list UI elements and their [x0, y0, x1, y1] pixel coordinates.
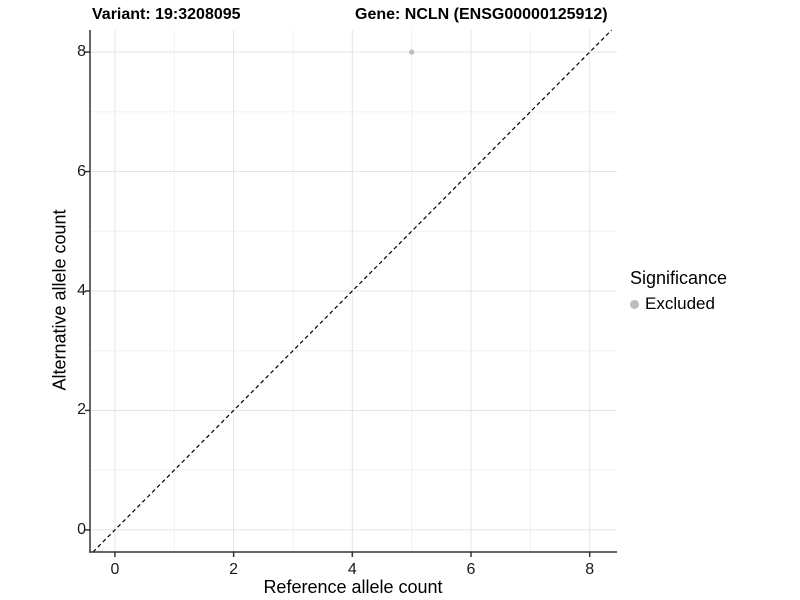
legend-point-icon [630, 299, 639, 309]
y-tick-label: 2 [77, 401, 86, 419]
legend-item-label: Excluded [645, 294, 715, 313]
y-axis-title: Alternative allele count [49, 209, 70, 391]
y-tick-label: 0 [77, 520, 86, 538]
data-point [409, 49, 415, 55]
legend-title: Significance [630, 268, 728, 288]
gene-title: Gene: NCLN (ENSG00000125912) [355, 6, 608, 23]
x-tick-label: 0 [110, 561, 120, 578]
y-tick-label: 6 [77, 162, 86, 180]
legend-items: Excluded [630, 294, 727, 314]
y-tick-label: 4 [77, 282, 86, 299]
identity-line [92, 29, 613, 553]
y-tick-label: 8 [77, 43, 86, 61]
legend-item: Excluded [630, 294, 727, 314]
x-tick-label: 8 [585, 561, 595, 578]
legend: Significance Excluded [630, 268, 727, 314]
x-tick-label: 2 [229, 561, 239, 578]
x-tick-label: 4 [347, 561, 357, 578]
x-tick-label: 6 [466, 561, 476, 578]
variant-title: Variant: 19:3208095 [92, 6, 241, 23]
x-axis-title: Reference allele count [263, 577, 443, 597]
